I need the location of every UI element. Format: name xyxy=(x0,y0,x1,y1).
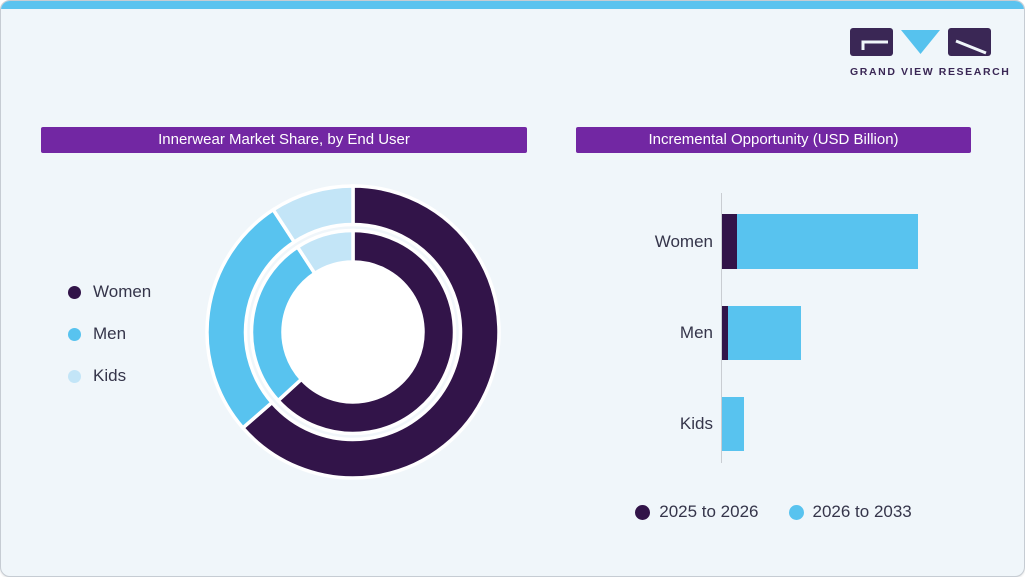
bar-category-label: Women xyxy=(654,231,713,251)
bar-row-men: Men xyxy=(601,306,1001,360)
donut-legend-item-men: Men xyxy=(68,324,151,344)
donut-chart-title: Innerwear Market Share, by End User xyxy=(41,127,527,153)
bar-legend-label: 2026 to 2033 xyxy=(812,502,912,521)
donut-hole xyxy=(283,262,423,402)
kids-legend-dot-icon xyxy=(68,369,81,383)
bar-men xyxy=(722,306,801,360)
bar-women xyxy=(722,214,918,269)
bar-legend-item-2026-2033: 2026 to 2033 xyxy=(788,502,912,522)
women-legend-dot-icon xyxy=(68,285,81,299)
gvr-logo-icon xyxy=(850,28,991,56)
donut-legend-item-women: Women xyxy=(68,282,151,302)
bar-segment-2025-2026 xyxy=(722,214,737,269)
bar-chart-title: Incremental Opportunity (USD Billion) xyxy=(576,127,971,153)
donut-chart xyxy=(205,184,501,480)
bar-segment-2026-2033 xyxy=(737,214,918,269)
donut-legend-item-kids: Kids xyxy=(68,366,151,386)
bar-segment-2025-2026 xyxy=(722,306,728,360)
bar-segment-2026-2033 xyxy=(728,306,801,360)
bar-legend-label: 2025 to 2026 xyxy=(659,502,759,521)
bar-category-label: Kids xyxy=(679,414,713,433)
bar-row-women: Women xyxy=(601,214,1001,269)
period-2026-2033-dot-icon xyxy=(788,504,804,520)
bar-chart-axis-line xyxy=(721,193,722,463)
bar-segment-2026-2033 xyxy=(722,397,744,451)
bar-category-label: Men xyxy=(679,323,713,342)
grand-view-research-logo: GRAND VIEW RESEARCH xyxy=(850,28,1011,78)
logo-wordmark: GRAND VIEW RESEARCH xyxy=(850,66,1011,78)
donut-outer-segment-kids xyxy=(270,184,355,245)
top-accent-strip xyxy=(1,1,1024,9)
bar-chart-legend: 2025 to 2026 2026 to 2033 xyxy=(576,502,971,522)
donut-outer-segment-women xyxy=(240,184,501,480)
bar-kids xyxy=(722,397,744,451)
donut-legend: Women Men Kids xyxy=(68,282,151,386)
period-2025-2026-dot-icon xyxy=(635,504,651,520)
donut-legend-label: Women xyxy=(93,282,152,301)
bar-legend-item-2025-2026: 2025 to 2026 xyxy=(635,502,759,522)
donut-legend-label: Men xyxy=(93,324,127,343)
donut-legend-label: Kids xyxy=(93,366,127,385)
bar-row-kids: Kids xyxy=(601,397,1001,451)
men-legend-dot-icon xyxy=(68,327,81,341)
